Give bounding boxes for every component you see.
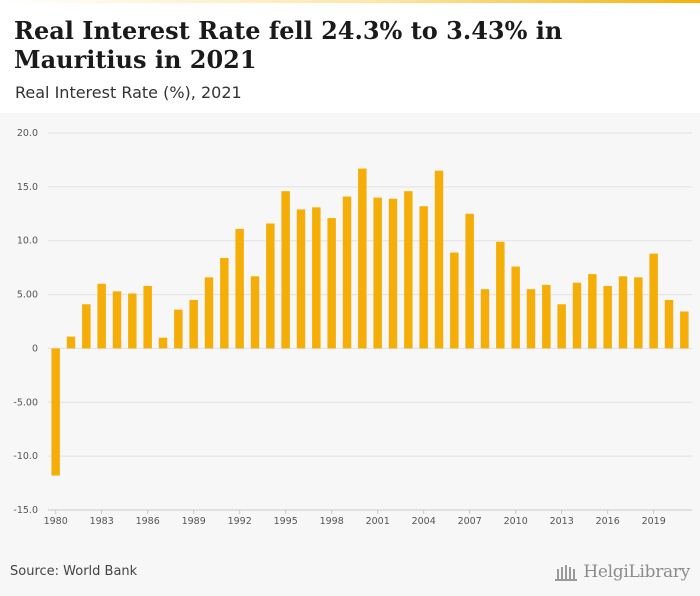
chart-area: 20.0 15.0 10.0 5.00 0 -5.00 -10.0 -15.0 1980 1983… xyxy=(0,113,700,550)
bar-1990 xyxy=(204,277,214,349)
x-tick-label: 2010 xyxy=(504,516,528,527)
bar-1997 xyxy=(312,207,321,349)
bar-1991 xyxy=(220,257,229,349)
x-tick-label: 1995 xyxy=(274,516,298,527)
bar-2001 xyxy=(373,197,382,349)
bar-chart: 20.0 15.0 10.0 5.00 0 -5.00 -10.0 -15.0 1980 1983… xyxy=(13,128,692,527)
bar-1986 xyxy=(143,285,152,349)
x-tick-label: 1983 xyxy=(90,516,114,527)
chart-footer: Source: World Bank HelgiLibrary xyxy=(0,550,700,596)
bar-1996 xyxy=(296,209,306,349)
bar-2016 xyxy=(603,285,612,349)
y-tick-label: -5.00 xyxy=(13,397,38,408)
bar-2003 xyxy=(404,191,413,349)
x-tick-label: 1986 xyxy=(136,516,160,527)
bar-2020 xyxy=(664,299,674,349)
x-tick-label: 2001 xyxy=(366,516,390,527)
y-tick-label: 0 xyxy=(32,343,38,354)
bar-2017 xyxy=(618,276,628,349)
bar-1994 xyxy=(266,223,275,349)
bar-2015 xyxy=(588,274,597,349)
bar-2004 xyxy=(419,206,428,349)
x-tick-label: 1989 xyxy=(182,516,206,527)
bar-1989 xyxy=(189,299,198,349)
y-tick-label: 10.0 xyxy=(17,236,38,247)
chart-header: Real Interest Rate fell 24.3% to 3.43% i… xyxy=(0,3,700,113)
chart-subtitle: Real Interest Rate (%), 2021 xyxy=(15,83,242,102)
bar-2002 xyxy=(388,198,398,349)
bar-2019 xyxy=(649,253,658,349)
bar-2018 xyxy=(634,277,643,349)
logo-text: HelgiLibrary xyxy=(583,562,690,582)
bar-2000 xyxy=(358,168,367,349)
helgi-library-logo[interactable]: HelgiLibrary xyxy=(555,560,690,584)
bar-1987 xyxy=(158,337,168,349)
bar-1995 xyxy=(281,191,290,349)
x-tick-label: 2004 xyxy=(412,516,436,527)
x-tick-label: 2013 xyxy=(550,516,574,527)
library-building-icon xyxy=(555,565,578,581)
bar-2011 xyxy=(526,289,536,349)
x-tick-label: 1992 xyxy=(228,516,252,527)
bar-1993 xyxy=(250,276,260,349)
y-tick-label: 20.0 xyxy=(17,128,38,139)
bar-2013 xyxy=(557,304,566,349)
bar-2007 xyxy=(465,213,474,349)
bar-2014 xyxy=(572,282,582,349)
bar-1982 xyxy=(82,304,91,349)
bar-1992 xyxy=(235,228,244,349)
bar-2021 xyxy=(680,311,689,349)
bar-1998 xyxy=(327,218,336,349)
bar-2012 xyxy=(542,284,551,349)
x-tick-label: 2007 xyxy=(458,516,482,527)
y-tick-label: -10.0 xyxy=(13,451,38,462)
x-tick-label: 1980 xyxy=(44,516,68,527)
x-tick-label: 2019 xyxy=(642,516,666,527)
top-accent-bar xyxy=(0,0,700,3)
bar-2005 xyxy=(434,170,444,349)
y-tick-label: 15.0 xyxy=(17,182,38,193)
y-tick-label: 5.00 xyxy=(17,290,38,301)
bar-1983 xyxy=(97,283,106,349)
bar-2006 xyxy=(450,252,459,349)
source-note: Source: World Bank xyxy=(10,564,138,579)
bar-1981 xyxy=(66,336,76,349)
bar-1985 xyxy=(128,293,137,349)
y-tick-label: -15.0 xyxy=(13,505,38,516)
bar-2008 xyxy=(480,289,490,349)
chart-title: Real Interest Rate fell 24.3% to 3.43% i… xyxy=(14,16,563,74)
bar-1999 xyxy=(342,196,352,349)
bar-1988 xyxy=(174,309,183,349)
x-tick-label: 1998 xyxy=(320,516,344,527)
bar-1984 xyxy=(112,291,122,349)
bar-2009 xyxy=(496,241,505,349)
x-tick-label: 2016 xyxy=(596,516,620,527)
bar-2010 xyxy=(511,266,520,349)
bar-1980 xyxy=(51,348,60,476)
